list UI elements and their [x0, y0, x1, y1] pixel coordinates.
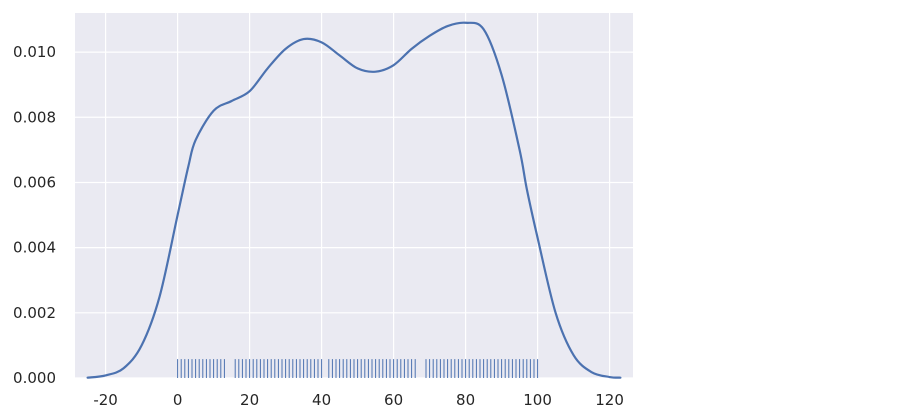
- grid-layer: [75, 13, 633, 379]
- y-tick-label: 0.000: [13, 369, 56, 387]
- x-tick-label: 0: [173, 391, 183, 409]
- x-tick-label: -20: [93, 391, 118, 409]
- x-tick-label: 80: [456, 391, 475, 409]
- x-tick-label: 120: [595, 391, 624, 409]
- y-tick-label: 0.008: [13, 108, 56, 126]
- x-tick-label: 40: [312, 391, 331, 409]
- kde-line: [86, 21, 622, 379]
- plot-area-background: [75, 13, 633, 378]
- y-tick-label: 0.004: [13, 239, 56, 257]
- y-tick-label: 0.006: [13, 173, 56, 191]
- x-tick-label: 20: [240, 391, 259, 409]
- y-axis-tick-labels: 0.000 0.002 0.004 0.006 0.008 0.010: [13, 43, 56, 387]
- x-axis-tick-labels: -20 0 20 40 60 80 100 120: [93, 391, 624, 409]
- x-tick-label: 60: [384, 391, 403, 409]
- series-layer: [86, 21, 622, 379]
- x-tick-label: 100: [523, 391, 552, 409]
- y-tick-label: 0.002: [13, 304, 56, 322]
- y-tick-label: 0.010: [13, 43, 56, 61]
- rug-layer: [177, 359, 539, 378]
